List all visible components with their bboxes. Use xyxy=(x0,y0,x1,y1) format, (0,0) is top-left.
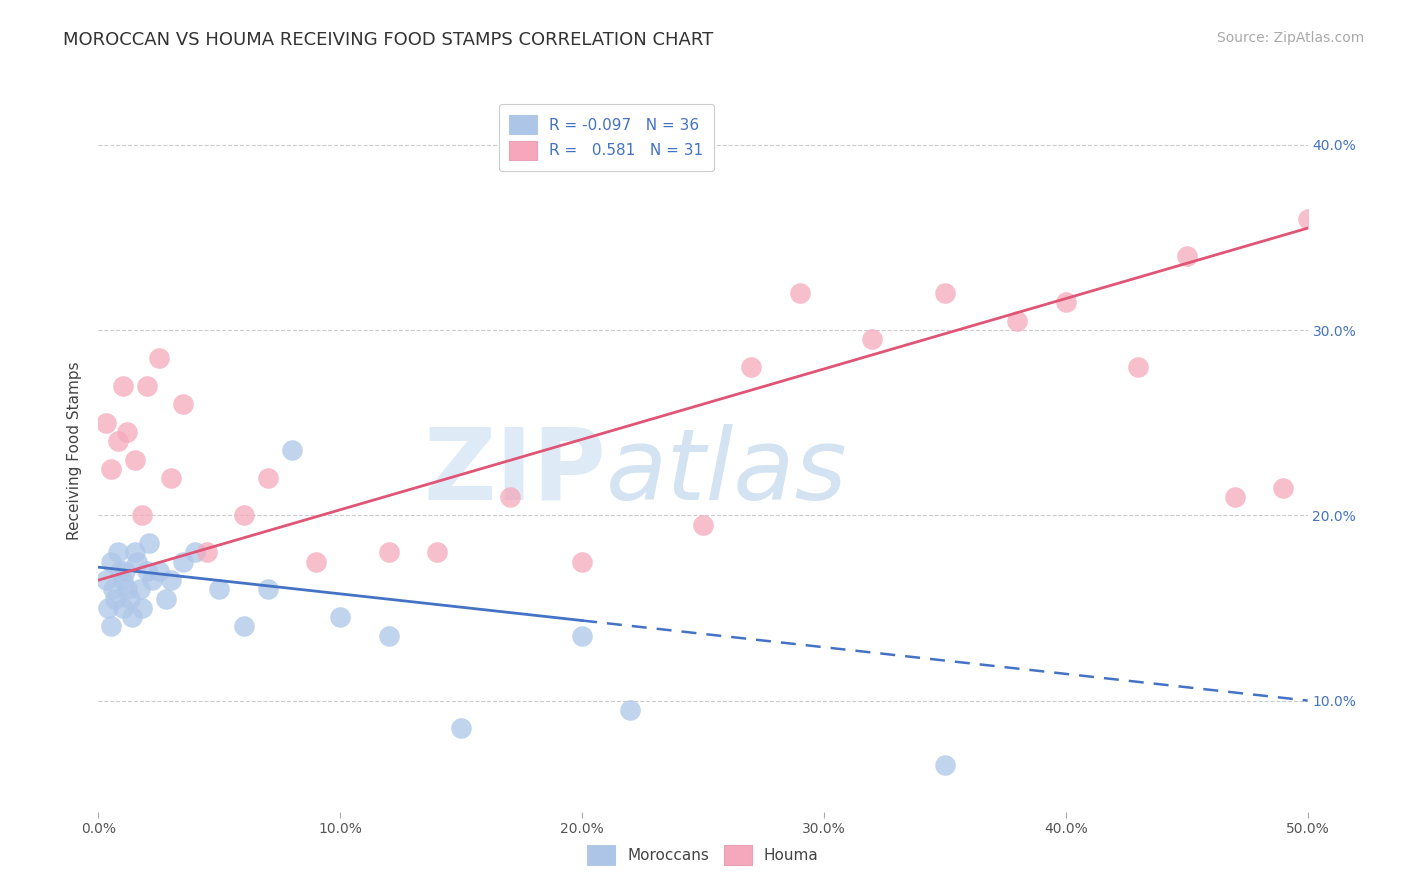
Point xyxy=(172,397,194,411)
Point xyxy=(107,434,129,449)
Point xyxy=(100,619,122,633)
Point xyxy=(148,351,170,365)
Point xyxy=(155,591,177,606)
Point xyxy=(426,545,449,559)
Text: atlas: atlas xyxy=(606,424,848,521)
Point xyxy=(232,508,254,523)
Legend: R = -0.097   N = 36, R =   0.581   N = 31: R = -0.097 N = 36, R = 0.581 N = 31 xyxy=(499,104,714,171)
Point xyxy=(111,601,134,615)
Text: Source: ZipAtlas.com: Source: ZipAtlas.com xyxy=(1216,31,1364,45)
Point xyxy=(104,591,127,606)
Text: MOROCCAN VS HOUMA RECEIVING FOOD STAMPS CORRELATION CHART: MOROCCAN VS HOUMA RECEIVING FOOD STAMPS … xyxy=(63,31,713,49)
Point xyxy=(131,601,153,615)
Point xyxy=(94,573,117,587)
Point xyxy=(160,471,183,485)
Point xyxy=(1175,249,1198,263)
Point xyxy=(1007,314,1029,328)
Point xyxy=(127,555,149,569)
Point xyxy=(1272,481,1295,495)
Text: ZIP: ZIP xyxy=(423,424,606,521)
Point xyxy=(281,443,304,458)
Point xyxy=(141,573,163,587)
Y-axis label: Receiving Food Stamps: Receiving Food Stamps xyxy=(67,361,83,540)
Point xyxy=(117,425,139,439)
Point xyxy=(377,545,399,559)
Point xyxy=(1296,211,1319,226)
Point xyxy=(128,582,150,597)
Point xyxy=(94,416,117,430)
Point xyxy=(1128,360,1150,375)
Point xyxy=(498,490,520,504)
Point xyxy=(208,582,231,597)
Point xyxy=(135,378,157,392)
Point xyxy=(101,582,124,597)
Legend: Moroccans, Houma: Moroccans, Houma xyxy=(576,834,830,875)
Point xyxy=(377,629,399,643)
Point xyxy=(100,462,122,476)
Point xyxy=(100,555,122,569)
Point xyxy=(118,591,141,606)
Point xyxy=(1054,295,1077,310)
Point xyxy=(934,758,956,772)
Point xyxy=(184,545,207,559)
Point xyxy=(860,332,883,346)
Point xyxy=(1223,490,1246,504)
Point xyxy=(121,610,143,624)
Point xyxy=(571,555,593,569)
Point xyxy=(138,536,160,550)
Point xyxy=(111,573,134,587)
Point xyxy=(108,564,131,578)
Point xyxy=(114,564,136,578)
Point xyxy=(232,619,254,633)
Point xyxy=(131,508,153,523)
Point xyxy=(450,722,472,736)
Point xyxy=(160,573,183,587)
Point xyxy=(256,582,278,597)
Point xyxy=(329,610,352,624)
Point xyxy=(111,378,134,392)
Point xyxy=(148,564,170,578)
Point xyxy=(135,564,157,578)
Point xyxy=(740,360,762,375)
Point xyxy=(195,545,218,559)
Point xyxy=(934,285,956,300)
Point xyxy=(172,555,194,569)
Point xyxy=(692,517,714,532)
Point xyxy=(256,471,278,485)
Point xyxy=(305,555,328,569)
Point xyxy=(571,629,593,643)
Point xyxy=(619,703,641,717)
Point xyxy=(117,582,139,597)
Point xyxy=(107,545,129,559)
Point xyxy=(97,601,120,615)
Point xyxy=(124,452,146,467)
Point xyxy=(124,545,146,559)
Point xyxy=(789,285,811,300)
